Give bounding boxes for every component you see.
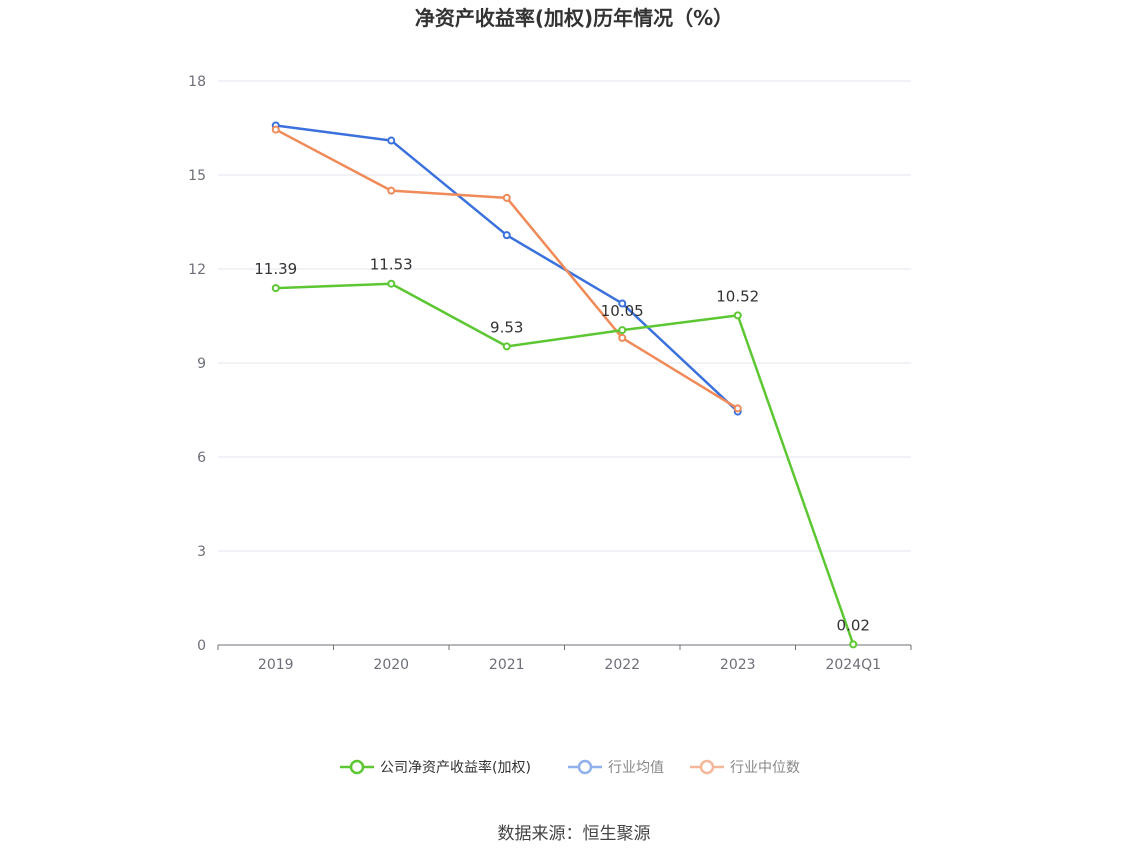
data-point-1 <box>618 299 627 308</box>
data-point-2 <box>618 333 627 342</box>
source-note: 数据来源：恒生聚源 <box>498 824 651 844</box>
data-label: 9.53 <box>490 318 523 336</box>
legend-marker-icon <box>577 759 593 775</box>
data-point-0 <box>849 640 858 649</box>
data-point-0 <box>271 284 280 293</box>
legend-marker-icon <box>349 759 365 775</box>
data-point-0 <box>502 342 511 351</box>
data-point-2 <box>733 404 742 413</box>
y-tick-label: 9 <box>197 356 206 372</box>
data-labels: 11.39 11.53 9.53 10.05 10.52 0.02 <box>254 256 870 635</box>
x-tick-label: 2024Q1 <box>825 657 881 673</box>
legend-item-1[interactable]: 行业均值 <box>568 759 664 776</box>
grid-lines <box>218 80 911 552</box>
y-tick-label: 0 <box>197 638 206 654</box>
chart-title: 净资产收益率(加权)历年情况（%） <box>415 6 733 30</box>
legend-item-0[interactable]: 公司净资产收益率(加权) <box>340 759 531 776</box>
data-point-2 <box>387 186 396 195</box>
series-line-0 <box>275 282 855 645</box>
x-tick-label: 2019 <box>258 657 294 673</box>
data-point-2 <box>502 193 511 202</box>
legend-label: 公司净资产收益率(加权) <box>380 759 531 776</box>
x-tick-label: 2021 <box>489 657 525 673</box>
x-tick-label: 2023 <box>720 657 756 673</box>
series-lines <box>271 121 858 649</box>
y-tick-label: 3 <box>197 544 206 560</box>
legend-item-2[interactable]: 行业中位数 <box>690 759 800 776</box>
data-label: 11.53 <box>370 256 413 274</box>
data-point-2 <box>271 125 280 134</box>
x-tick-label: 2020 <box>373 657 409 673</box>
legend-marker-icon <box>699 759 715 775</box>
data-point-1 <box>387 136 396 145</box>
x-tick-label: 2022 <box>604 657 640 673</box>
data-label: 11.39 <box>254 260 297 278</box>
data-point-0 <box>618 326 627 335</box>
data-point-0 <box>387 279 396 288</box>
data-point-0 <box>733 311 742 320</box>
y-tick-label: 12 <box>188 262 206 278</box>
legend-label: 行业均值 <box>608 760 664 776</box>
y-axis-ticks: 0 3 6 9 12 15 18 <box>188 74 206 654</box>
y-tick-label: 18 <box>188 74 206 90</box>
data-point-1 <box>502 231 511 240</box>
data-label: 0.02 <box>837 616 870 634</box>
y-tick-label: 15 <box>188 168 206 184</box>
legend-label: 行业中位数 <box>730 760 800 776</box>
x-axis: 2019 2020 2021 2022 2023 2024Q1 <box>217 644 912 673</box>
legend: 公司净资产收益率(加权) 行业均值 行业中位数 <box>340 759 800 776</box>
data-label: 10.05 <box>601 302 644 320</box>
data-label: 10.52 <box>716 287 759 305</box>
y-tick-label: 6 <box>197 450 206 466</box>
